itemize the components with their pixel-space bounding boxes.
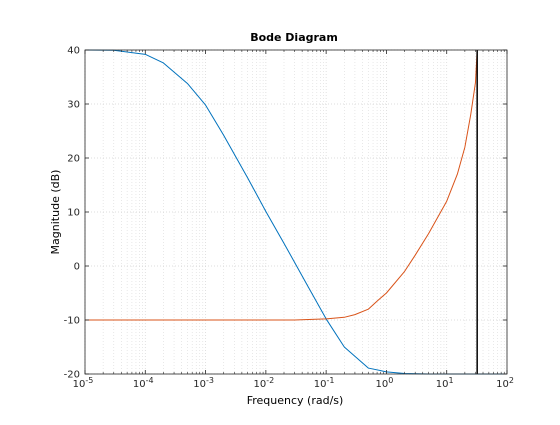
x-tick-label: 10-1 [314,376,335,390]
y-tick-label: 20 [67,154,80,165]
y-tick-label: 30 [67,100,80,111]
x-tick-label: 10-4 [133,376,154,390]
x-tick-label: 102 [496,376,514,390]
y-tick-label: 10 [67,208,80,219]
x-tick-label: 10-2 [253,376,274,390]
plot-area: -20 -10 0 10 20 30 40 10-5 10-4 10-3 10-2 10-1 100 10… [64,46,514,391]
chart-title: Bode Diagram [250,31,338,44]
x-tick-label: 10-5 [73,376,94,390]
x-axis-label: Frequency (rad/s) [247,394,344,407]
y-axis-label: Magnitude (dB) [49,170,62,255]
x-tick-label: 100 [376,376,394,390]
x-tick-label: 10-3 [193,376,214,390]
y-tick-label: 40 [67,46,80,57]
x-tick-label: 101 [436,376,454,390]
y-tick-label: 0 [74,262,80,273]
y-tick-label: -20 [64,370,80,381]
tick-marks [84,49,508,375]
series-line-2 [85,49,478,321]
y-tick-label: -10 [64,316,80,327]
